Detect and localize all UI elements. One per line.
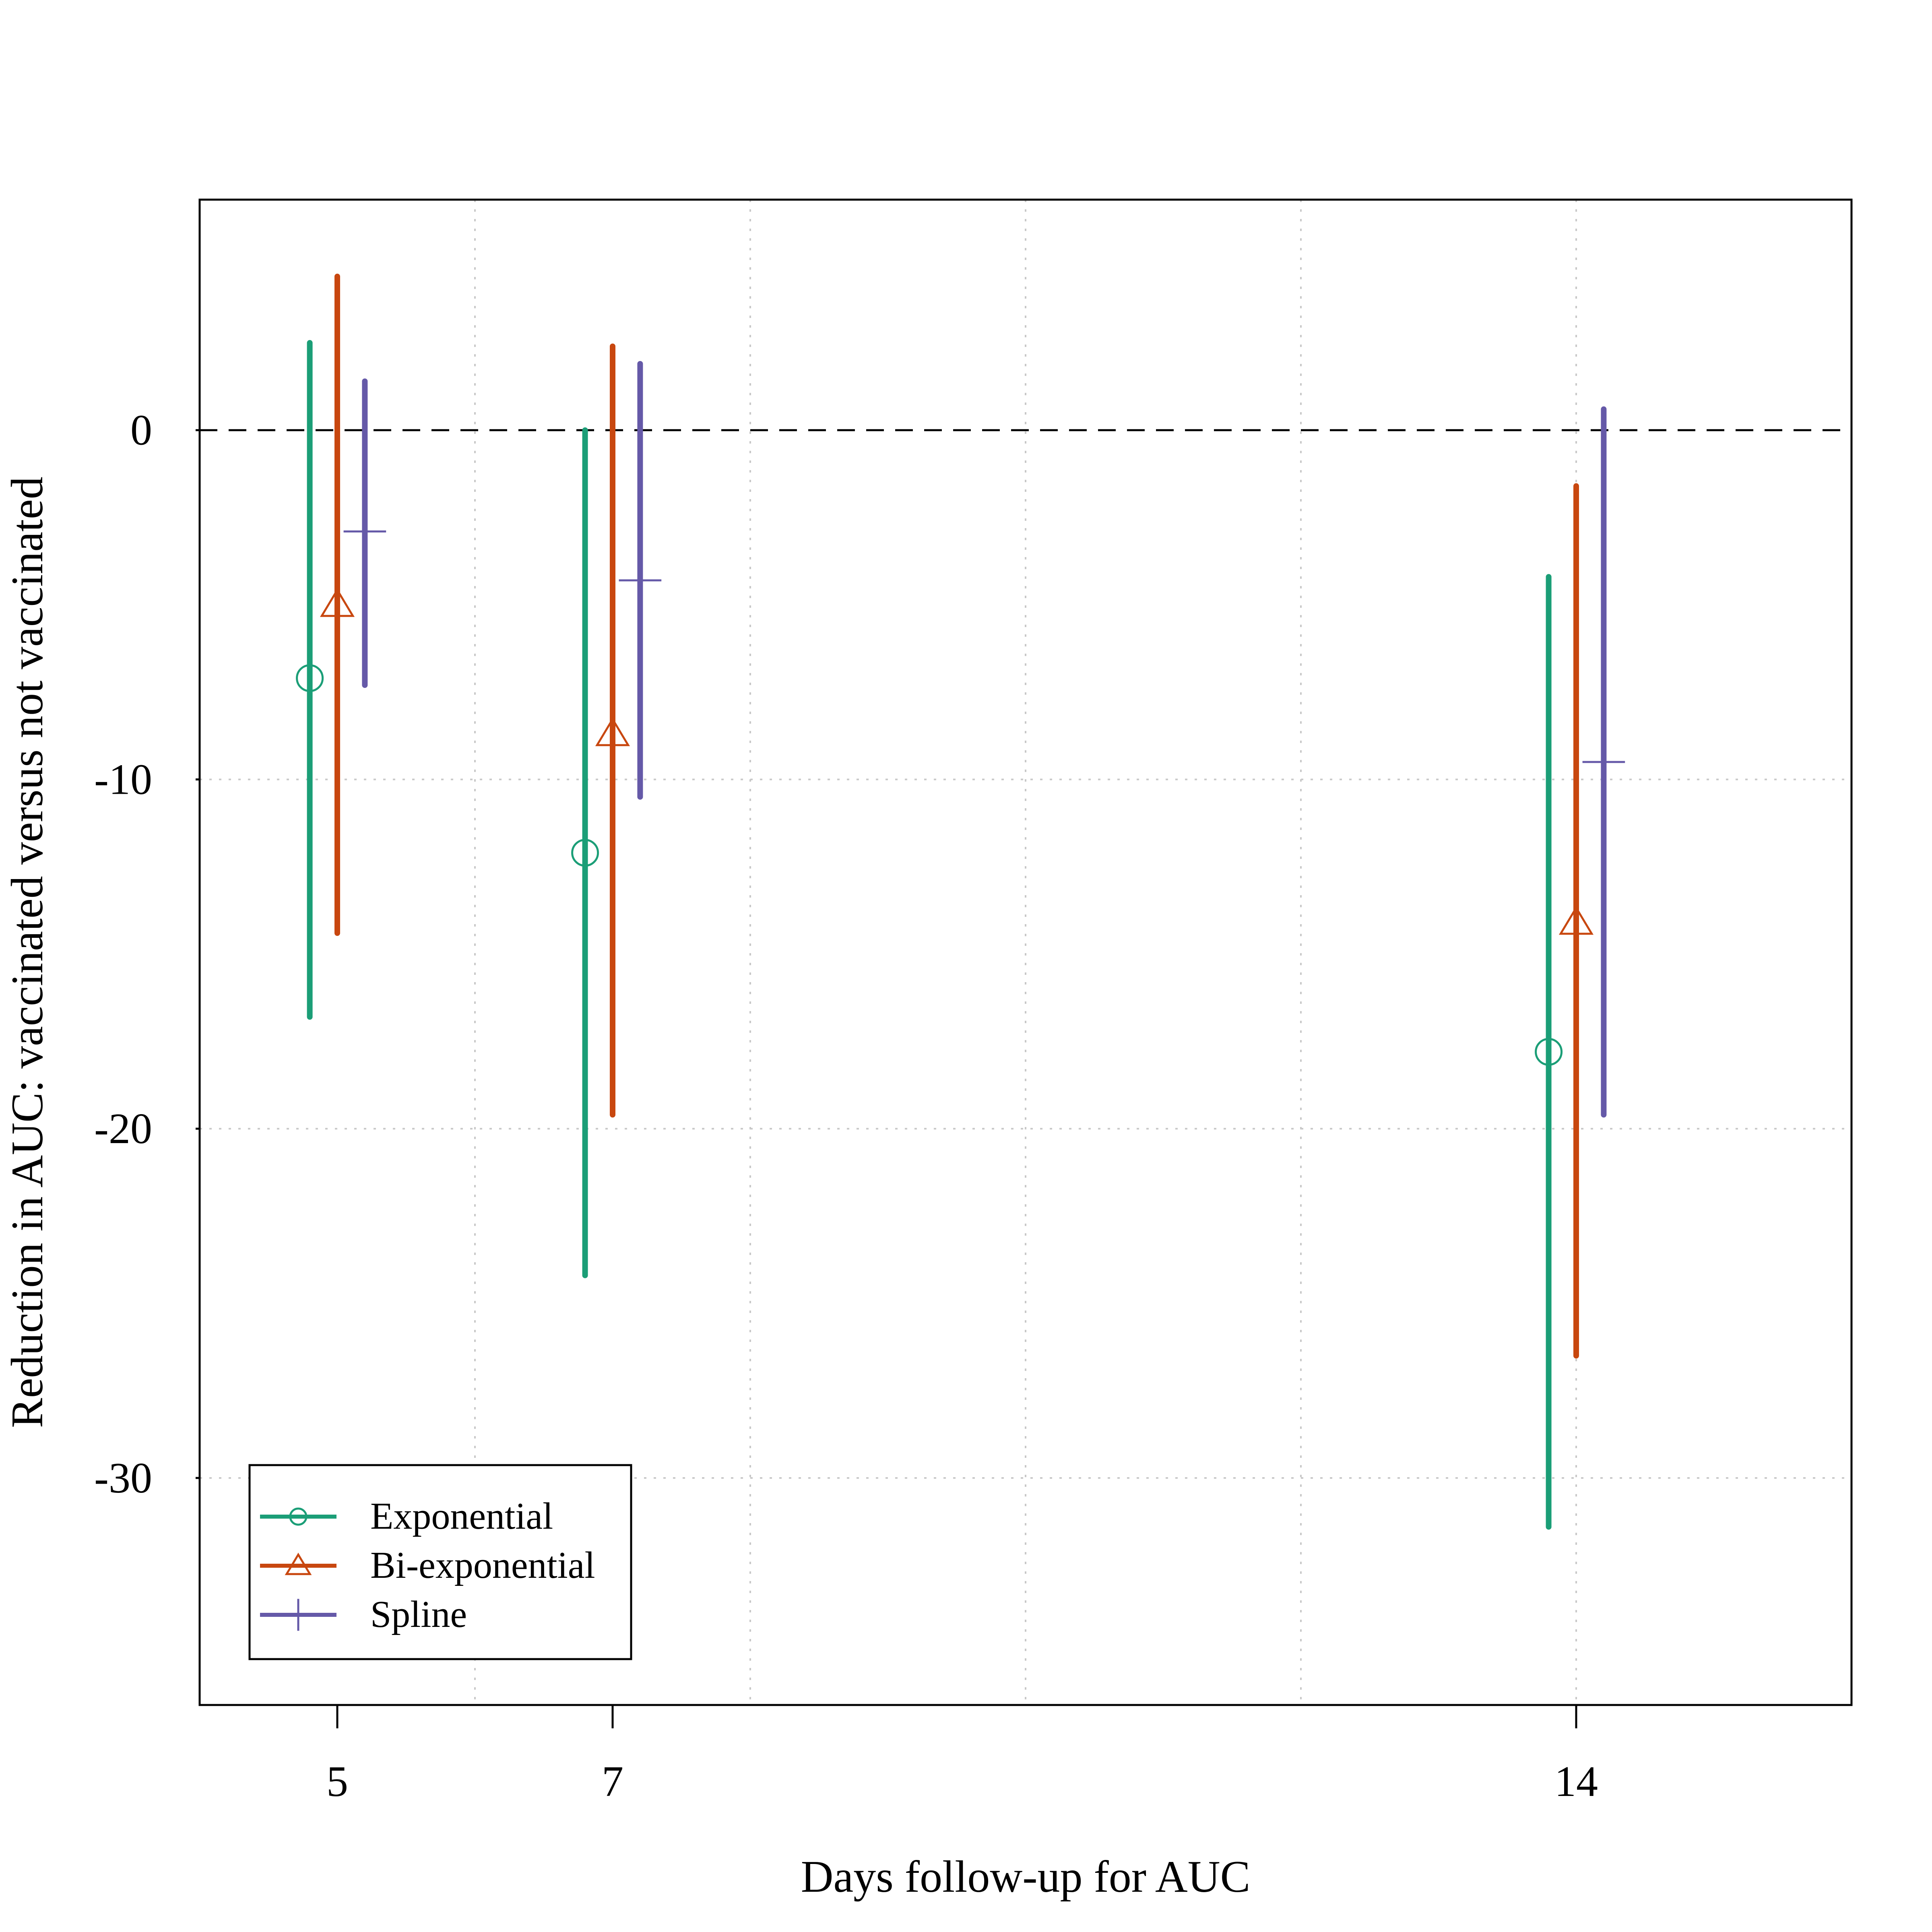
legend-box [248,1464,632,1660]
y-tick-label: -10 [94,755,152,803]
estimate-point [1582,741,1625,783]
y-tick-label: 0 [130,407,152,454]
legend-marker [285,1552,312,1575]
estimate-point [619,559,662,602]
series-bi-exponential [320,273,1594,1359]
estimate-point [343,510,386,553]
plot-frame [198,198,1853,1706]
estimate-point [320,588,355,617]
y-axis: 0 -10 -20 -30 [94,407,200,1502]
legend-item: Exponential [260,1495,553,1537]
legend-label: Bi-exponential [370,1544,595,1586]
estimate-point [1535,1038,1563,1066]
x-axis: 5 7 14 [326,1705,1598,1806]
y-tick-label: -20 [94,1105,152,1153]
legend-item: Bi-exponential [260,1544,595,1586]
legend: Exponential Bi-exponential Spline [248,1464,632,1660]
estimate-point [296,664,324,692]
data-series [296,273,1625,1530]
estimate-point [1558,906,1594,935]
legend-label: Spline [370,1593,467,1635]
x-axis-title: Days follow-up for AUC [801,1852,1251,1902]
legend-marker [289,1507,308,1526]
x-tick-label: 5 [326,1758,348,1806]
legend-marker [282,1599,314,1631]
series-spline [343,361,1625,1118]
estimate-point [595,717,630,746]
estimate-point [571,839,599,867]
x-tick-label: 7 [602,1758,623,1806]
legend-label: Exponential [370,1495,553,1537]
legend-item: Spline [260,1593,467,1635]
x-tick-label: 14 [1554,1758,1598,1806]
y-axis-title: Reduction in AUC: vaccinated versus not … [2,477,52,1428]
y-tick-label: -30 [94,1454,152,1502]
series-exponential [296,340,1563,1530]
